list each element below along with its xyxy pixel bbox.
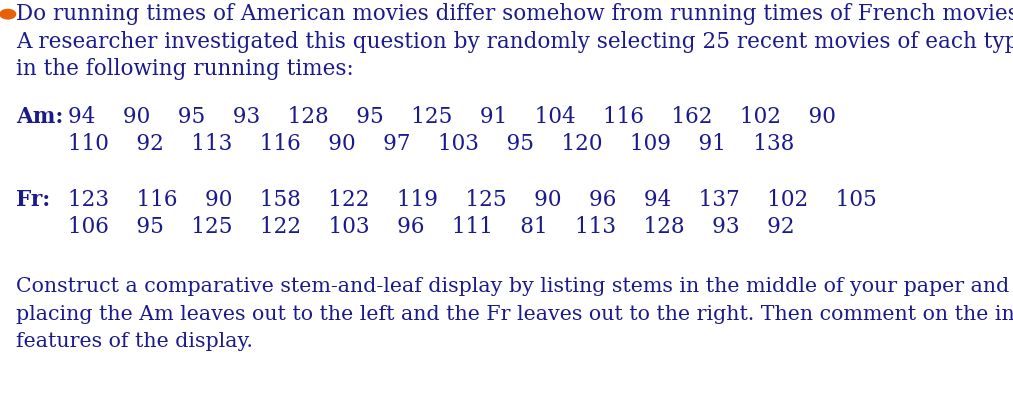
Text: Fr:: Fr: — [16, 189, 51, 211]
Text: features of the display.: features of the display. — [16, 332, 253, 351]
Text: Am:: Am: — [16, 106, 64, 128]
Text: placing the Am leaves out to the left and the Fr leaves out to the right. Then c: placing the Am leaves out to the left an… — [16, 305, 1013, 324]
Circle shape — [0, 9, 15, 19]
Text: 123    116    90    158    122    119    125    90    96    94    137    102    : 123 116 90 158 122 119 125 90 96 94 137 … — [69, 189, 877, 211]
Text: Construct a comparative stem-and-leaf display by listing stems in the middle of : Construct a comparative stem-and-leaf di… — [16, 277, 1013, 296]
Text: A researcher investigated this question by randomly selecting 25 recent movies o: A researcher investigated this question … — [16, 31, 1013, 53]
Text: 106    95    125    122    103    96    111    81    113    128    93    92: 106 95 125 122 103 96 111 81 113 128 93 … — [69, 216, 795, 238]
Text: 94    90    95    93    128    95    125    91    104    116    162    102    90: 94 90 95 93 128 95 125 91 104 116 162 10… — [69, 106, 837, 128]
Text: in the following running times:: in the following running times: — [16, 58, 354, 81]
Text: 110    92    113    116    90    97    103    95    120    109    91    138: 110 92 113 116 90 97 103 95 120 109 91 1… — [69, 134, 795, 155]
Text: Do running times of American movies differ somehow from running times of French : Do running times of American movies diff… — [16, 3, 1013, 25]
